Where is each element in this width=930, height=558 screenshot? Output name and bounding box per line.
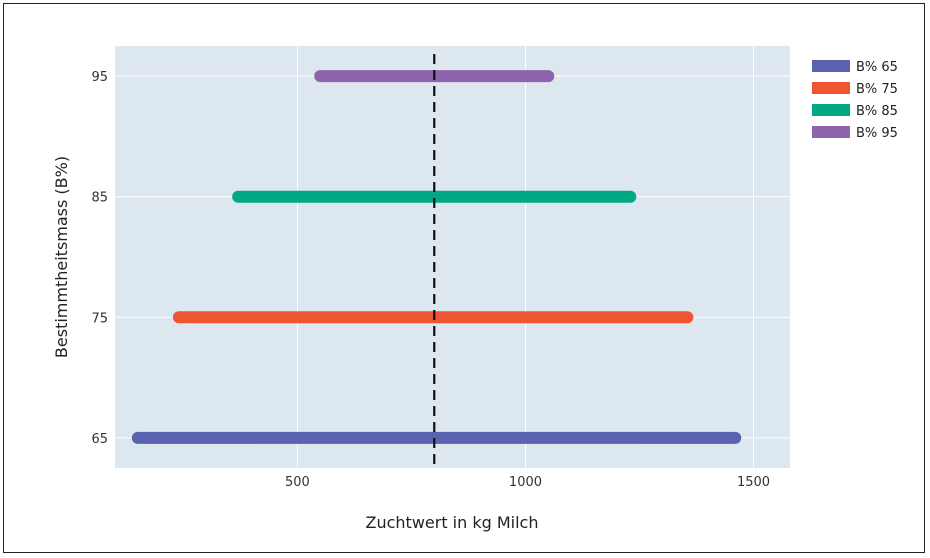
x-tick-labels: 500 1000 1500 (285, 475, 770, 490)
legend-swatch (812, 60, 850, 72)
plot-background (115, 46, 790, 468)
legend-label: B% 95 (856, 126, 898, 141)
legend-label: B% 85 (856, 104, 898, 119)
x-tick-label: 1000 (509, 475, 542, 490)
y-tick-label: 65 (91, 432, 108, 447)
x-tick-label: 500 (285, 475, 310, 490)
legend-swatch (812, 104, 850, 116)
y-axis-title: Bestimmtheitsmass (B%) (52, 156, 71, 358)
legend: B% 65 B% 75 B% 85 B% 95 (812, 60, 898, 141)
x-tick-label: 1500 (737, 475, 770, 490)
x-axis-title: Zuchtwert in kg Milch (366, 513, 539, 532)
legend-swatch (812, 126, 850, 138)
y-tick-label: 85 (91, 191, 108, 206)
y-tick-label: 75 (91, 311, 108, 326)
legend-label: B% 75 (856, 82, 898, 97)
legend-label: B% 65 (856, 60, 898, 75)
legend-swatch (812, 82, 850, 94)
y-tick-label: 95 (91, 70, 108, 85)
y-tick-labels: 65 75 85 95 (91, 70, 108, 447)
